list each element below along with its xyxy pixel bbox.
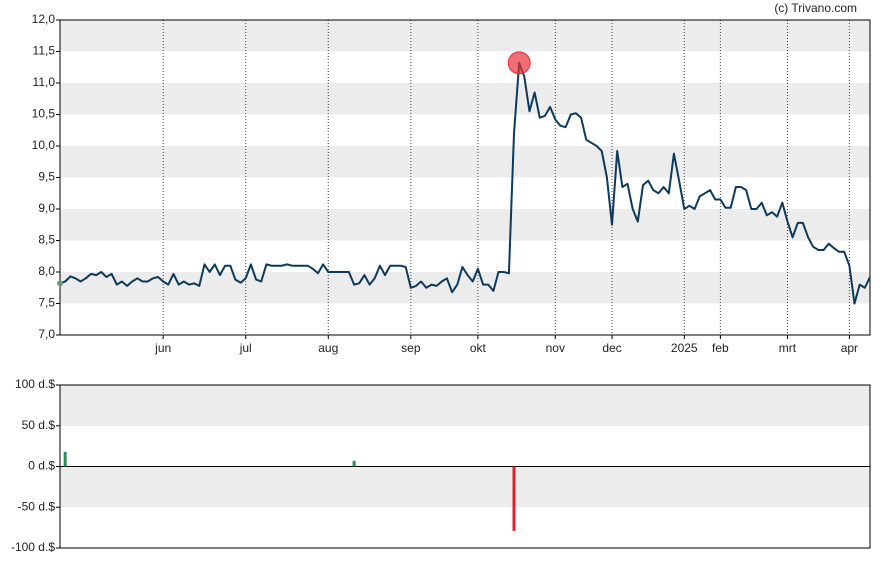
credit: (c) Trivano.com: [774, 1, 857, 15]
price-line: [59, 61, 871, 305]
x-tick-label: jul: [239, 341, 252, 355]
y-tick-label: 9,0: [38, 201, 55, 215]
band: [60, 466, 870, 508]
bar: [352, 460, 356, 467]
x-tick-label: mrt: [779, 341, 797, 355]
y-tick-label: 0 d.$: [28, 459, 55, 473]
band: [60, 272, 870, 304]
y-tick-label: 7,0: [38, 327, 55, 341]
y-tick-label: 11,0: [33, 75, 56, 89]
band: [60, 146, 870, 178]
bar: [512, 466, 516, 531]
band: [60, 20, 870, 52]
y-tick-label: 10,5: [32, 107, 56, 121]
plot-frame: [59, 19, 871, 336]
bar: [63, 451, 67, 467]
y-tick-label: -50 d.$: [18, 499, 56, 513]
x-tick-label: jun: [154, 341, 171, 355]
x-tick-label: okt: [470, 341, 487, 355]
x-tick-label: 2025: [671, 341, 698, 355]
y-tick-label: 7,5: [38, 296, 55, 310]
x-tick-label: dec: [602, 341, 621, 355]
start-marker: [57, 280, 63, 287]
y-tick-label: 11,5: [33, 44, 56, 58]
x-tick-label: nov: [546, 341, 565, 355]
y-tick-label: 10,0: [32, 138, 56, 152]
max-marker: [507, 51, 531, 75]
y-tick-label: 100 d.$: [15, 377, 55, 391]
band: [60, 385, 870, 426]
band: [60, 83, 870, 115]
y-tick-label: 8,0: [38, 264, 55, 278]
x-tick-label: apr: [841, 341, 858, 355]
y-tick-label: -100 d.$: [11, 540, 55, 554]
y-tick-label: 9,5: [38, 170, 55, 184]
y-tick-label: 12,0: [32, 12, 56, 26]
x-tick-label: aug: [318, 341, 338, 355]
x-tick-label: feb: [712, 341, 729, 355]
y-tick-label: 50 d.$: [22, 418, 56, 432]
band: [60, 209, 870, 241]
y-tick-label: 8,5: [38, 233, 55, 247]
x-tick-label: sep: [401, 341, 421, 355]
